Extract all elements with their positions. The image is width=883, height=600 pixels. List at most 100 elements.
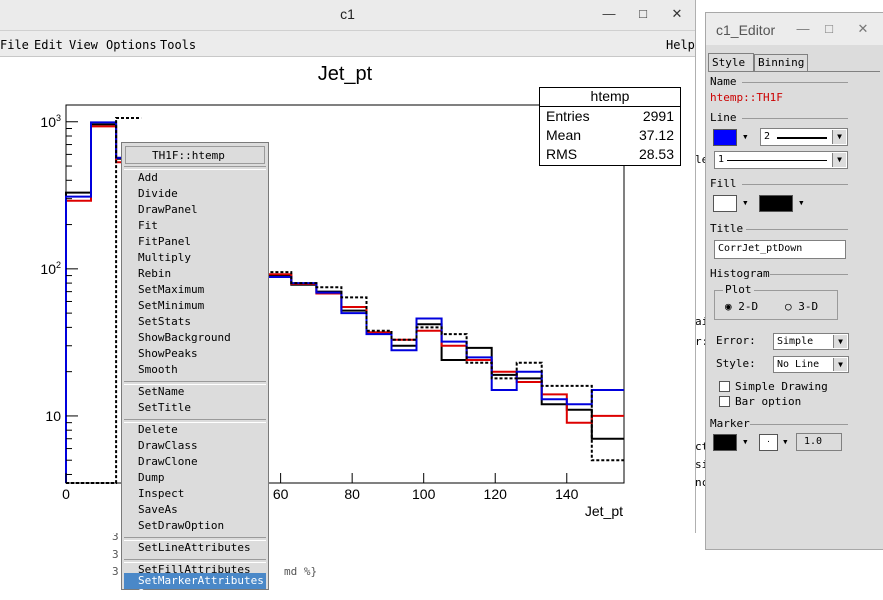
- histogram-series-2-segment-1[interactable]: [265, 276, 624, 483]
- canvas-window: c1 — □ ✕ File Edit View Options Tools He…: [0, 0, 696, 533]
- plot-canvas[interactable]: Jet_pt 02040608010012014010102103 Jet_pt…: [0, 56, 695, 533]
- line-width-value: 2: [764, 131, 771, 142]
- error-label: Error:: [716, 334, 756, 347]
- context-menu-item-settitle[interactable]: SetTitle: [138, 401, 191, 414]
- radio-3d[interactable]: ○ 3-D: [785, 300, 819, 313]
- plot-title: Jet_pt: [318, 63, 373, 85]
- menu-separator: [124, 537, 266, 541]
- histogram-series-3-segment-0[interactable]: [66, 117, 142, 484]
- context-menu-item-smooth[interactable]: Smooth: [138, 363, 178, 376]
- context-menu-item-drawclone[interactable]: DrawClone: [138, 455, 198, 468]
- chevron-down-icon[interactable]: ▼: [832, 130, 846, 144]
- chevron-down-icon[interactable]: ▾: [742, 130, 749, 143]
- line-label: Line: [710, 111, 737, 124]
- context-menu-item-setdrawoption[interactable]: SetDrawOption: [138, 519, 225, 532]
- menu-edit[interactable]: Edit: [34, 38, 63, 52]
- context-menu-item-saveas[interactable]: SaveAs: [138, 503, 178, 516]
- x-tick-label: 100: [412, 486, 436, 502]
- y-tick-label: 103: [40, 113, 61, 130]
- menu-options[interactable]: Options: [106, 38, 157, 52]
- plot-label: Plot: [723, 283, 754, 296]
- context-menu-item-add[interactable]: Add: [138, 171, 158, 184]
- context-menu-item-inspect[interactable]: Inspect: [138, 487, 185, 500]
- context-menu-header: TH1F::htemp: [125, 146, 265, 164]
- context-menu-item-divide[interactable]: Divide: [138, 187, 178, 200]
- code-line: 3: [112, 530, 119, 543]
- background-fragments: le ai r: ct si nc: [695, 150, 709, 510]
- context-menu-item-fitpanel[interactable]: FitPanel: [138, 235, 191, 248]
- menu-view[interactable]: View: [69, 38, 98, 52]
- menu-separator: [124, 381, 266, 385]
- context-menu-item-setstats[interactable]: SetStats: [138, 315, 191, 328]
- tab-style[interactable]: Style: [708, 53, 754, 72]
- marker-size-value: 1.0: [804, 436, 823, 447]
- chevron-down-icon[interactable]: ▼: [832, 153, 846, 167]
- editor-titlebar[interactable]: c1_Editor — □ ✕: [706, 13, 883, 45]
- title-input[interactable]: CorrJet_ptDown: [714, 240, 846, 259]
- maximize-button[interactable]: □: [639, 6, 647, 21]
- fill-color-swatch[interactable]: [713, 195, 737, 212]
- context-menu-item-dump[interactable]: Dump: [138, 471, 165, 484]
- bg-fragment: le: [695, 153, 709, 166]
- simple-drawing-checkbox[interactable]: [719, 381, 730, 392]
- bg-fragment: ai: [695, 315, 709, 328]
- context-menu-item-setmaximum[interactable]: SetMaximum: [138, 283, 205, 296]
- menu-separator: [124, 419, 266, 423]
- menu-tools[interactable]: Tools: [160, 38, 197, 52]
- fill-pattern-swatch[interactable]: [759, 195, 793, 212]
- histogram-name: htemp::TH1F: [710, 91, 783, 104]
- menu-help[interactable]: Help: [666, 38, 695, 52]
- context-menu-item-setname[interactable]: SetName: [138, 385, 185, 398]
- bar-option-checkbox[interactable]: [719, 396, 730, 407]
- context-menu-item-setfillattributes[interactable]: SetFillAttributes: [138, 563, 251, 576]
- context-menu-item-showpeaks[interactable]: ShowPeaks: [138, 347, 198, 360]
- context-menu-item-label: SetMarkerAttributes ?: [138, 574, 264, 600]
- context-menu-item-showbackground[interactable]: ShowBackground: [138, 331, 231, 344]
- chevron-down-icon[interactable]: ▼: [833, 335, 847, 348]
- chevron-down-icon[interactable]: ▾: [798, 196, 805, 209]
- x-tick-label: 120: [484, 486, 508, 502]
- line-color-swatch[interactable]: [713, 129, 737, 146]
- stats-box[interactable]: htemp Entries 2991 Mean 37.12 RMS 28.53: [539, 87, 681, 166]
- chevron-down-icon[interactable]: ▾: [742, 196, 749, 209]
- context-menu-item-setlineattributes[interactable]: SetLineAttributes: [138, 541, 251, 554]
- bg-fragment: r:: [695, 335, 709, 348]
- context-menu-item-multiply[interactable]: Multiply: [138, 251, 191, 264]
- marker-size-spinner[interactable]: 1.0: [796, 433, 842, 451]
- context-menu-item-drawclass[interactable]: DrawClass: [138, 439, 198, 452]
- context-menu-item-drawpanel[interactable]: DrawPanel: [138, 203, 198, 216]
- marker-color-swatch[interactable]: [713, 434, 737, 451]
- style-select[interactable]: No Line ▼: [773, 356, 849, 373]
- chevron-down-icon[interactable]: ▼: [833, 358, 847, 371]
- tab-binning[interactable]: Binning: [754, 54, 808, 72]
- editor-close-button[interactable]: ✕: [857, 21, 869, 36]
- chevron-down-icon[interactable]: ▾: [742, 435, 749, 448]
- context-menu-item-fit[interactable]: Fit: [138, 219, 158, 232]
- editor-minimize-button[interactable]: —: [796, 21, 810, 36]
- context-menu-item-setminimum[interactable]: SetMinimum: [138, 299, 205, 312]
- stats-entries-label: Entries: [546, 108, 590, 124]
- editor-maximize-button[interactable]: □: [825, 21, 833, 36]
- context-menu-item-rebin[interactable]: Rebin: [138, 267, 172, 280]
- line-width-preview: [777, 137, 827, 139]
- plot-groupbox: [714, 290, 838, 320]
- error-value: Simple: [777, 336, 814, 347]
- error-select[interactable]: Simple ▼: [773, 333, 849, 350]
- menu-file[interactable]: File: [0, 38, 29, 52]
- close-button[interactable]: ✕: [671, 6, 683, 21]
- section-separator: [742, 184, 848, 185]
- chevron-down-icon[interactable]: ▾: [782, 435, 789, 448]
- context-menu-item-highlighted[interactable]: SetMarkerAttributes ?: [124, 573, 266, 600]
- minimize-button[interactable]: —: [602, 6, 616, 21]
- window-titlebar[interactable]: c1 — □ ✕: [0, 0, 695, 31]
- bg-fragment: ct: [695, 440, 709, 453]
- context-menu-item-delete[interactable]: Delete: [138, 423, 178, 436]
- radio-2d[interactable]: ◉ 2-D: [725, 300, 759, 313]
- fill-label: Fill: [710, 177, 737, 190]
- stats-entries-value: 2991: [642, 108, 674, 124]
- marker-style-swatch[interactable]: ·: [759, 434, 778, 451]
- line-style-preview: [727, 160, 827, 161]
- line-style-select[interactable]: 1 ▼: [714, 151, 848, 169]
- line-width-select[interactable]: 2 ▼: [760, 128, 848, 146]
- stats-mean-value: 37.12: [638, 127, 674, 143]
